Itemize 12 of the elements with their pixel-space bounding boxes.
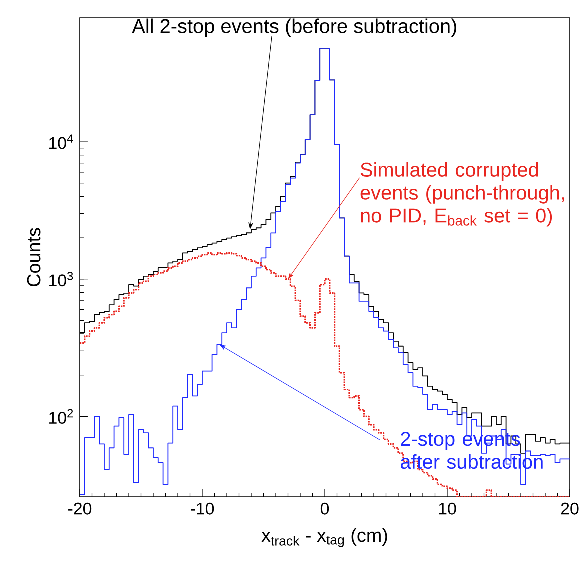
x-tick-label: 0 xyxy=(320,502,330,515)
x-axis-title: x$_{track}$ - x$_{tag}$ (cm) xyxy=(262,528,388,548)
annotation: All 2-stop events (before subtraction) xyxy=(132,18,456,38)
y-tick-label: 10$^{4}$ xyxy=(50,134,74,150)
x-tick-label: 10 xyxy=(439,502,456,515)
x-tick-label: -10 xyxy=(191,502,214,515)
x-tick-label: 20 xyxy=(561,502,579,515)
y-axis-title: Counts xyxy=(27,228,41,287)
y-tick-label: 10$^{3}$ xyxy=(50,272,74,287)
y-tick-label: 10$^{2}$ xyxy=(50,409,74,424)
annotation: Simulated corrupted events (punch-through, no PID, E$_{back}$ set = 0) xyxy=(360,162,564,227)
x-tick-label: -20 xyxy=(68,502,92,515)
